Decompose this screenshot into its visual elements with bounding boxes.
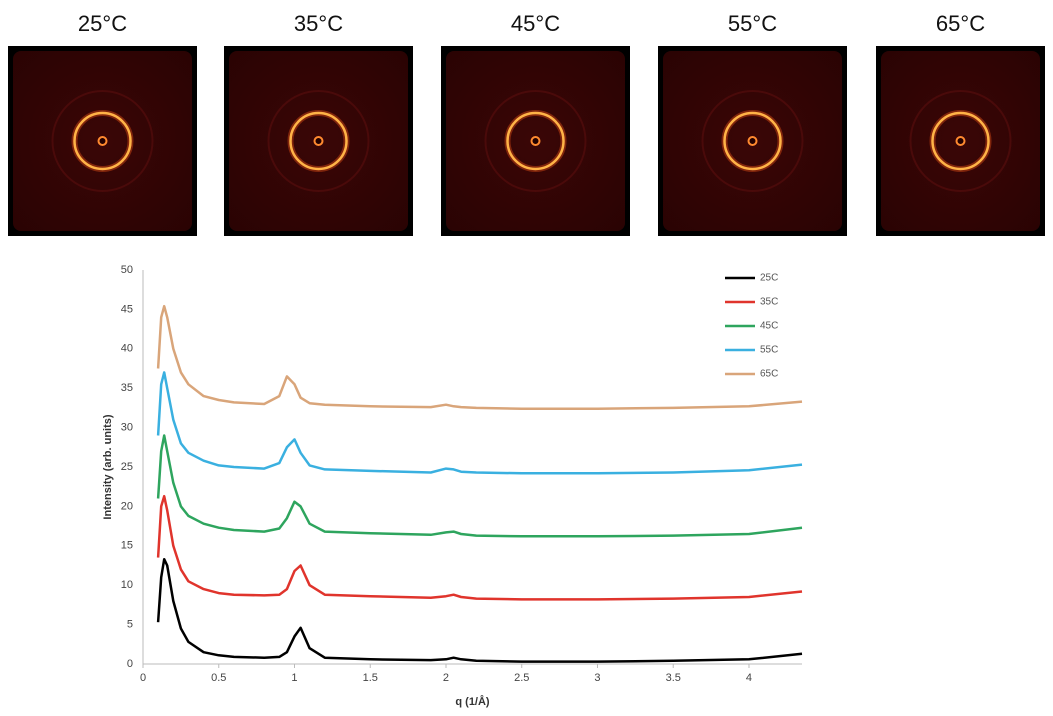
y-tick-label: 10 <box>121 579 133 591</box>
y-tick-label: 30 <box>121 422 133 434</box>
series-line <box>156 494 803 601</box>
panel-label: 65°C <box>936 11 985 36</box>
y-tick-label: 5 <box>127 619 133 631</box>
y-axis-label: Intensity (arb. units) <box>102 414 114 519</box>
center-spot <box>97 136 108 146</box>
y-tick-label: 35 <box>121 382 133 394</box>
chart: 0 5 10 15 20 25 30 35 40 45 50 0 0.5 1 1.5 2 2.5 3 3.5 4 q (… <box>102 264 803 708</box>
x-axis-label: q (1/Å) <box>455 695 490 708</box>
halo <box>484 90 587 192</box>
x-tick-label: 0 <box>140 672 146 684</box>
y-tick-label: 50 <box>121 264 133 276</box>
panel-label: 45°C <box>511 11 560 36</box>
x-tick-label: 3.5 <box>666 672 681 684</box>
legend-label: 65C <box>760 369 778 380</box>
series-line <box>156 557 803 663</box>
legend-label: 35C <box>760 297 778 308</box>
center-spot <box>313 136 324 146</box>
halo <box>909 90 1012 192</box>
center-spot <box>955 136 966 146</box>
ring <box>931 111 990 171</box>
x-tick-label: 1 <box>291 672 297 684</box>
panel-label: 25°C <box>78 11 127 36</box>
y-tick-label: 0 <box>127 658 133 670</box>
x-tick-label: 1.5 <box>363 672 378 684</box>
halo <box>267 90 370 192</box>
ring <box>723 111 782 171</box>
x-tick-label: 4 <box>746 672 752 684</box>
series-line <box>156 304 803 410</box>
y-tick-label: 20 <box>121 500 133 512</box>
x-tick-label: 3 <box>594 672 600 684</box>
ring <box>289 111 348 171</box>
halo <box>51 90 154 192</box>
legend-label: 25C <box>760 273 778 284</box>
legend-label: 45C <box>760 321 778 332</box>
ring <box>73 111 132 171</box>
halo <box>701 90 804 192</box>
y-tick-label: 40 <box>121 343 133 355</box>
series-line <box>156 371 803 475</box>
panel-label: 35°C <box>294 11 343 36</box>
y-tick-label: 15 <box>121 540 133 552</box>
center-spot <box>530 136 541 146</box>
x-tick-label: 2 <box>443 672 449 684</box>
x-tick-label: 2.5 <box>514 672 529 684</box>
series-line <box>156 434 803 538</box>
panels: 25°C 35°C 45°C 55°C 65°C <box>8 11 1045 236</box>
y-tick-label: 25 <box>121 461 133 473</box>
center-spot <box>747 136 758 146</box>
y-tick-label: 45 <box>121 303 133 315</box>
x-tick-label: 0.5 <box>211 672 226 684</box>
panel-label: 55°C <box>728 11 777 36</box>
legend-label: 55C <box>760 345 778 356</box>
ring <box>506 111 565 171</box>
